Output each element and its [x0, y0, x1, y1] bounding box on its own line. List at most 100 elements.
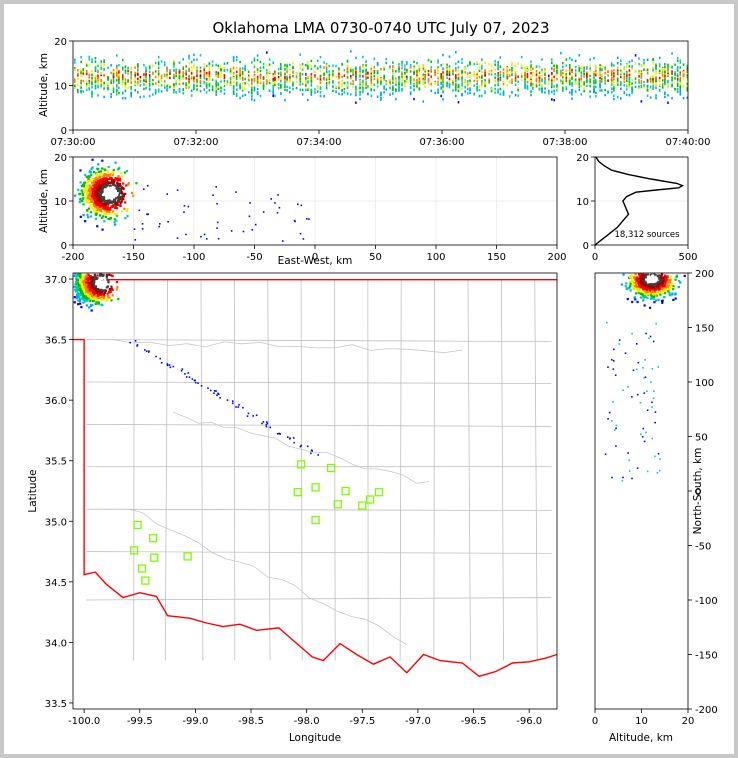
time-height-source — [553, 79, 555, 83]
plan-view-source-sparse — [216, 394, 218, 397]
ew-source — [82, 185, 86, 188]
ns-source — [651, 281, 654, 284]
time-height-source — [349, 82, 352, 85]
ew-source-sparse — [183, 205, 186, 207]
ns-source — [648, 289, 652, 292]
time-height-source — [409, 86, 412, 90]
time-height-source — [667, 81, 669, 84]
time-height-source — [323, 72, 325, 75]
time-height-source — [154, 61, 157, 65]
plan-view-source — [80, 287, 84, 290]
time-height-source — [178, 61, 181, 64]
time-height-source — [682, 73, 685, 76]
time-height-source — [208, 68, 211, 71]
time-height-source — [284, 88, 286, 91]
time-height-source — [286, 65, 288, 68]
time-height-source — [205, 82, 208, 85]
time-height-source — [157, 69, 160, 73]
time-height-source — [392, 61, 394, 64]
time-height-source — [418, 67, 421, 71]
time-height-source — [205, 71, 208, 75]
time-height-source — [638, 75, 640, 78]
ew-source — [103, 197, 106, 200]
time-height-source — [679, 86, 682, 90]
time-height-source — [679, 93, 682, 96]
time-height-source — [628, 78, 631, 81]
time-height-source — [478, 88, 481, 92]
time-height-source — [466, 64, 469, 67]
time-height-source — [613, 75, 615, 78]
ew-source — [88, 201, 91, 204]
ew-source — [111, 190, 114, 193]
time-height-source — [343, 91, 346, 94]
plan-view-source — [82, 274, 85, 277]
plan-view-source-sparse — [237, 406, 240, 408]
ew-source — [114, 161, 117, 164]
plan-view-source-sparse — [231, 400, 234, 403]
time-height-source — [538, 88, 541, 91]
time-height-source — [625, 84, 628, 88]
time-height-source — [284, 64, 286, 67]
time-height-source — [565, 74, 568, 78]
river-line — [128, 508, 407, 645]
ew-source — [94, 210, 97, 213]
time-height-source — [578, 85, 581, 89]
time-height-source — [401, 64, 403, 67]
time-height-source — [80, 68, 82, 72]
time-height-source — [163, 73, 166, 76]
time-height-source — [305, 64, 307, 67]
time-height-source — [643, 68, 645, 71]
time-height-source — [359, 83, 361, 86]
plan-view-source — [87, 297, 91, 300]
ns-source — [633, 277, 636, 280]
ew-source — [80, 184, 84, 188]
time-height-source — [658, 63, 661, 66]
time-height-source — [97, 79, 99, 82]
time-height-source — [253, 88, 256, 91]
time-height-source — [640, 74, 643, 77]
ew-source — [107, 197, 110, 201]
time-height-source — [461, 72, 463, 75]
plan-view-source — [89, 289, 92, 292]
ew-xtick-label: -100 — [183, 252, 206, 263]
time-height-source — [643, 86, 645, 89]
time-height-source — [562, 79, 564, 83]
time-height-source — [373, 65, 376, 69]
time-height-source — [223, 66, 226, 70]
time-height-source — [514, 64, 517, 68]
time-height-source — [514, 93, 517, 97]
plan-view-source — [103, 289, 107, 292]
time-height-source — [530, 90, 532, 93]
time-height-source — [352, 68, 354, 72]
ew-source — [96, 186, 99, 189]
time-height-source — [338, 84, 340, 88]
ew-source — [96, 168, 100, 171]
time-height-source — [314, 64, 316, 68]
ns-source — [638, 278, 641, 281]
time-height-source — [239, 84, 241, 88]
ns-source — [626, 297, 629, 301]
time-height-source — [77, 91, 79, 94]
time-height-source — [343, 69, 346, 72]
time-height-source — [73, 61, 76, 64]
time-height-source — [124, 83, 127, 86]
time-height-source — [373, 74, 376, 78]
ew-source — [99, 190, 102, 193]
time-height-source — [292, 66, 294, 69]
time-height-source — [148, 78, 151, 82]
ns-source — [672, 298, 675, 302]
ew-source — [117, 197, 120, 200]
time-height-source — [404, 80, 406, 83]
time-height-source — [97, 74, 99, 77]
time-height-source — [580, 77, 583, 80]
ew-source — [116, 191, 119, 194]
time-height-source — [208, 84, 211, 88]
ns-source — [630, 274, 633, 277]
county-line — [534, 280, 538, 661]
ew-source — [98, 179, 101, 182]
plan-view-xtick-label: -99.5 — [127, 716, 153, 727]
ns-source — [658, 291, 661, 294]
plan-view-source — [94, 278, 97, 281]
time-height-source — [100, 84, 103, 88]
ew-source — [79, 197, 82, 201]
